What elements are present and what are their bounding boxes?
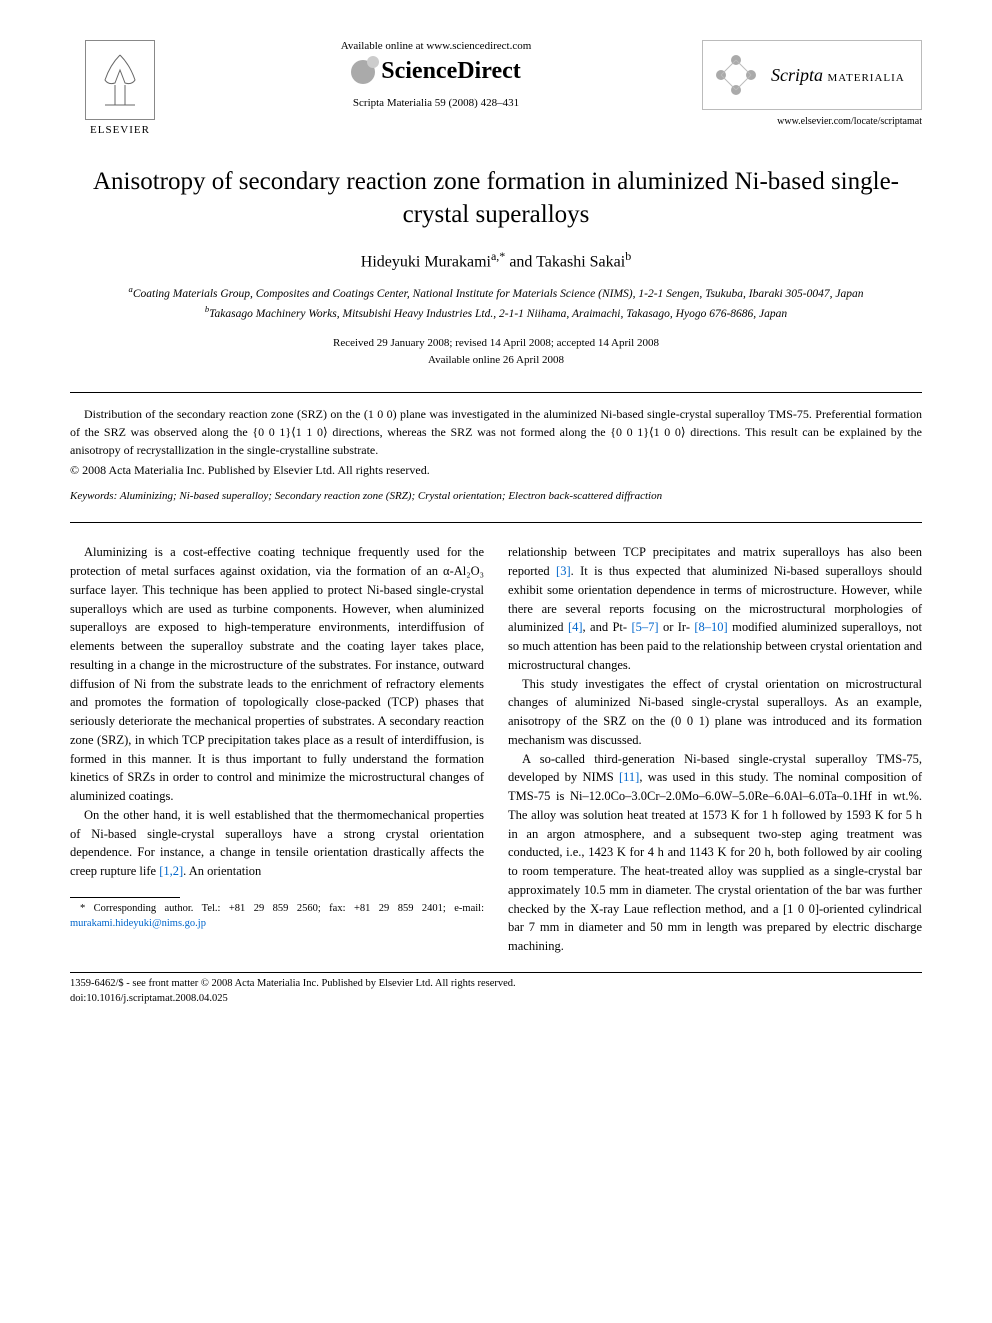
journal-reference: Scripta Materialia 59 (2008) 428–431 [353, 97, 519, 109]
article-title: Anisotropy of secondary reaction zone fo… [70, 166, 922, 231]
journal-name-prefix: Scripta [771, 65, 823, 85]
column-right: relationship between TCP precipitates an… [508, 543, 922, 956]
elsevier-label: ELSEVIER [90, 124, 150, 136]
corresponding-author-footnote: * Corresponding author. Tel.: +81 29 859… [70, 902, 484, 931]
para-4: This study investigates the effect of cr… [508, 675, 922, 750]
footnote-email[interactable]: murakami.hideyuki@nims.go.jp [70, 918, 206, 929]
authors: Hideyuki Murakamia,* and Takashi Sakaib [70, 249, 922, 271]
sciencedirect-text: ScienceDirect [381, 58, 521, 85]
authors-and: and Takashi Sakai [505, 253, 625, 270]
para-2: On the other hand, it is well establishe… [70, 806, 484, 881]
journal-block: Scripta MATERIALIA www.elsevier.com/loca… [702, 40, 922, 127]
available-online-text: Available online at www.sciencedirect.co… [341, 40, 532, 52]
journal-name-suffix: MATERIALIA [828, 72, 905, 84]
para-3: relationship between TCP precipitates an… [508, 543, 922, 674]
abstract-divider-top [70, 392, 922, 393]
received-date: Received 29 January 2008; revised 14 Apr… [333, 337, 659, 349]
author-2-sup: b [625, 249, 631, 263]
affiliation-a: Coating Materials Group, Composites and … [133, 288, 864, 300]
footnote-divider [70, 897, 180, 898]
footer-divider [70, 972, 922, 973]
affiliation-b: Takasago Machinery Works, Mitsubishi Hea… [209, 308, 787, 320]
ref-4[interactable]: [4] [568, 620, 583, 634]
footer-line-1: 1359-6462/$ - see front matter © 2008 Ac… [70, 977, 922, 992]
sciencedirect-icon [351, 60, 375, 84]
author-1: Hideyuki Murakami [361, 253, 491, 270]
sciencedirect-logo: ScienceDirect [351, 58, 521, 85]
ref-3[interactable]: [3] [556, 564, 571, 578]
ref-5-7[interactable]: [5–7] [631, 620, 658, 634]
ref-11[interactable]: [11] [619, 770, 639, 784]
abstract-text: Distribution of the secondary reaction z… [70, 405, 922, 459]
keywords-label: Keywords: [70, 490, 117, 502]
para-1: Aluminizing is a cost-effective coating … [70, 543, 484, 806]
header-row: ELSEVIER Available online at www.science… [70, 40, 922, 136]
online-date: Available online 26 April 2008 [428, 354, 564, 366]
journal-logo-box: Scripta MATERIALIA [702, 40, 922, 110]
journal-name: Scripta MATERIALIA [771, 65, 905, 86]
footnote-text: * Corresponding author. Tel.: +81 29 859… [80, 903, 484, 914]
body-columns: Aluminizing is a cost-effective coating … [70, 543, 922, 956]
center-header-block: Available online at www.sciencedirect.co… [170, 40, 702, 109]
copyright-text: © 2008 Acta Materialia Inc. Published by… [70, 463, 922, 478]
keywords: Keywords: Aluminizing; Ni-based superall… [70, 490, 922, 502]
para-5: A so-called third-generation Ni-based si… [508, 750, 922, 956]
journal-url: www.elsevier.com/locate/scriptamat [777, 116, 922, 127]
affiliations: aCoating Materials Group, Composites and… [70, 283, 922, 323]
abstract-divider-bottom [70, 522, 922, 523]
elsevier-block: ELSEVIER [70, 40, 170, 136]
elsevier-tree-icon [85, 40, 155, 120]
ref-8-10[interactable]: [8–10] [694, 620, 727, 634]
ref-1-2[interactable]: [1,2] [159, 864, 183, 878]
author-1-sup: a,* [491, 249, 505, 263]
article-dates: Received 29 January 2008; revised 14 Apr… [70, 335, 922, 368]
footer-line-2: doi:10.1016/j.scriptamat.2008.04.025 [70, 992, 922, 1007]
keywords-list: Aluminizing; Ni-based superalloy; Second… [117, 490, 662, 502]
column-left: Aluminizing is a cost-effective coating … [70, 543, 484, 956]
journal-diagram-icon [711, 50, 761, 100]
